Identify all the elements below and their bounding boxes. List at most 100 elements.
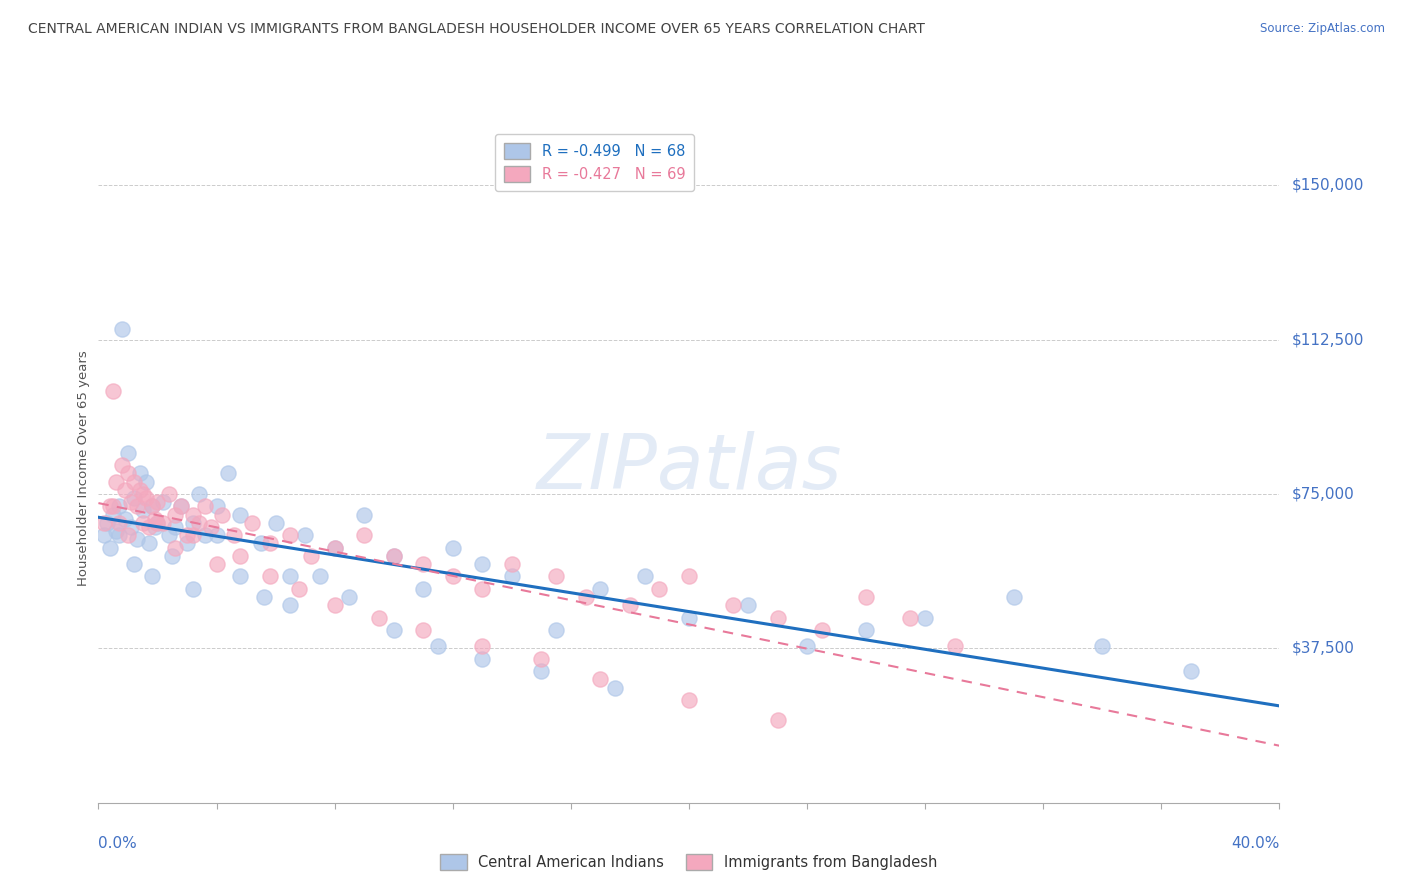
Point <box>810 623 832 637</box>
Point <box>157 528 180 542</box>
Point <box>471 640 494 654</box>
Point <box>914 610 936 624</box>
Point <box>122 491 145 505</box>
Point <box>619 598 641 612</box>
Point <box>259 536 281 550</box>
Point <box>1002 590 1025 604</box>
Point <box>194 500 217 514</box>
Point <box>353 508 375 522</box>
Point <box>337 590 360 604</box>
Point <box>205 557 228 571</box>
Point <box>105 475 128 489</box>
Point <box>1180 664 1202 678</box>
Point <box>412 623 434 637</box>
Point <box>278 569 302 583</box>
Point <box>181 528 204 542</box>
Point <box>633 569 655 583</box>
Text: $112,500: $112,500 <box>1291 332 1364 347</box>
Point <box>146 516 169 530</box>
Point <box>141 500 163 514</box>
Point <box>117 446 139 460</box>
Point <box>678 693 700 707</box>
Point <box>412 557 434 571</box>
Point <box>250 536 273 550</box>
Text: 0.0%: 0.0% <box>98 837 138 851</box>
Point <box>530 664 553 678</box>
Point <box>141 569 163 583</box>
Point <box>152 495 174 509</box>
Point <box>229 508 252 522</box>
Point <box>132 487 155 501</box>
Y-axis label: Householder Income Over 65 years: Householder Income Over 65 years <box>77 351 90 586</box>
Point <box>229 549 252 563</box>
Point <box>943 640 966 654</box>
Text: $150,000: $150,000 <box>1291 178 1364 193</box>
Point <box>501 557 523 571</box>
Point <box>544 623 567 637</box>
Point <box>181 582 204 596</box>
Point <box>441 569 464 583</box>
Point <box>111 458 134 473</box>
Point <box>117 467 139 481</box>
Point <box>240 516 263 530</box>
Point <box>589 582 612 596</box>
Point <box>162 549 183 563</box>
Point <box>93 528 115 542</box>
Point <box>1091 640 1114 654</box>
Point <box>111 322 134 336</box>
Point <box>146 516 169 530</box>
Point <box>143 512 166 526</box>
Point <box>143 520 166 534</box>
Point <box>135 475 157 489</box>
Point <box>382 549 405 563</box>
Point <box>544 569 567 583</box>
Point <box>108 500 131 514</box>
Point <box>108 528 131 542</box>
Point <box>170 500 193 514</box>
Point <box>353 528 375 542</box>
Point <box>132 503 155 517</box>
Point <box>135 491 157 505</box>
Point <box>299 549 322 563</box>
Point <box>471 582 494 596</box>
Point <box>98 541 121 555</box>
Point <box>253 590 276 604</box>
Point <box>120 520 142 534</box>
Point <box>165 520 187 534</box>
Point <box>211 508 233 522</box>
Point <box>323 541 346 555</box>
Point <box>278 598 302 612</box>
Point <box>157 487 180 501</box>
Point <box>141 500 163 514</box>
Point <box>309 569 332 583</box>
Point <box>796 640 818 654</box>
Point <box>900 610 922 624</box>
Point <box>589 673 612 687</box>
Point <box>165 508 187 522</box>
Point <box>678 610 700 624</box>
Point <box>103 508 125 522</box>
Point <box>132 516 155 530</box>
Text: $75,000: $75,000 <box>1291 486 1354 501</box>
Point <box>125 533 148 547</box>
Point <box>229 569 252 583</box>
Point <box>181 516 204 530</box>
Point <box>98 500 121 514</box>
Point <box>138 536 160 550</box>
Point <box>766 610 789 624</box>
Point <box>224 528 246 542</box>
Text: Source: ZipAtlas.com: Source: ZipAtlas.com <box>1260 22 1385 36</box>
Point <box>128 467 150 481</box>
Point <box>120 495 142 509</box>
Point <box>176 528 198 542</box>
Point <box>412 582 434 596</box>
Point <box>200 520 222 534</box>
Point <box>855 590 877 604</box>
Legend: Central American Indians, Immigrants from Bangladesh: Central American Indians, Immigrants fro… <box>434 848 943 876</box>
Point <box>122 557 145 571</box>
Point <box>855 623 877 637</box>
Point <box>181 508 204 522</box>
Text: ZIPatlas: ZIPatlas <box>536 432 842 505</box>
Point <box>105 524 128 538</box>
Point <box>93 516 115 530</box>
